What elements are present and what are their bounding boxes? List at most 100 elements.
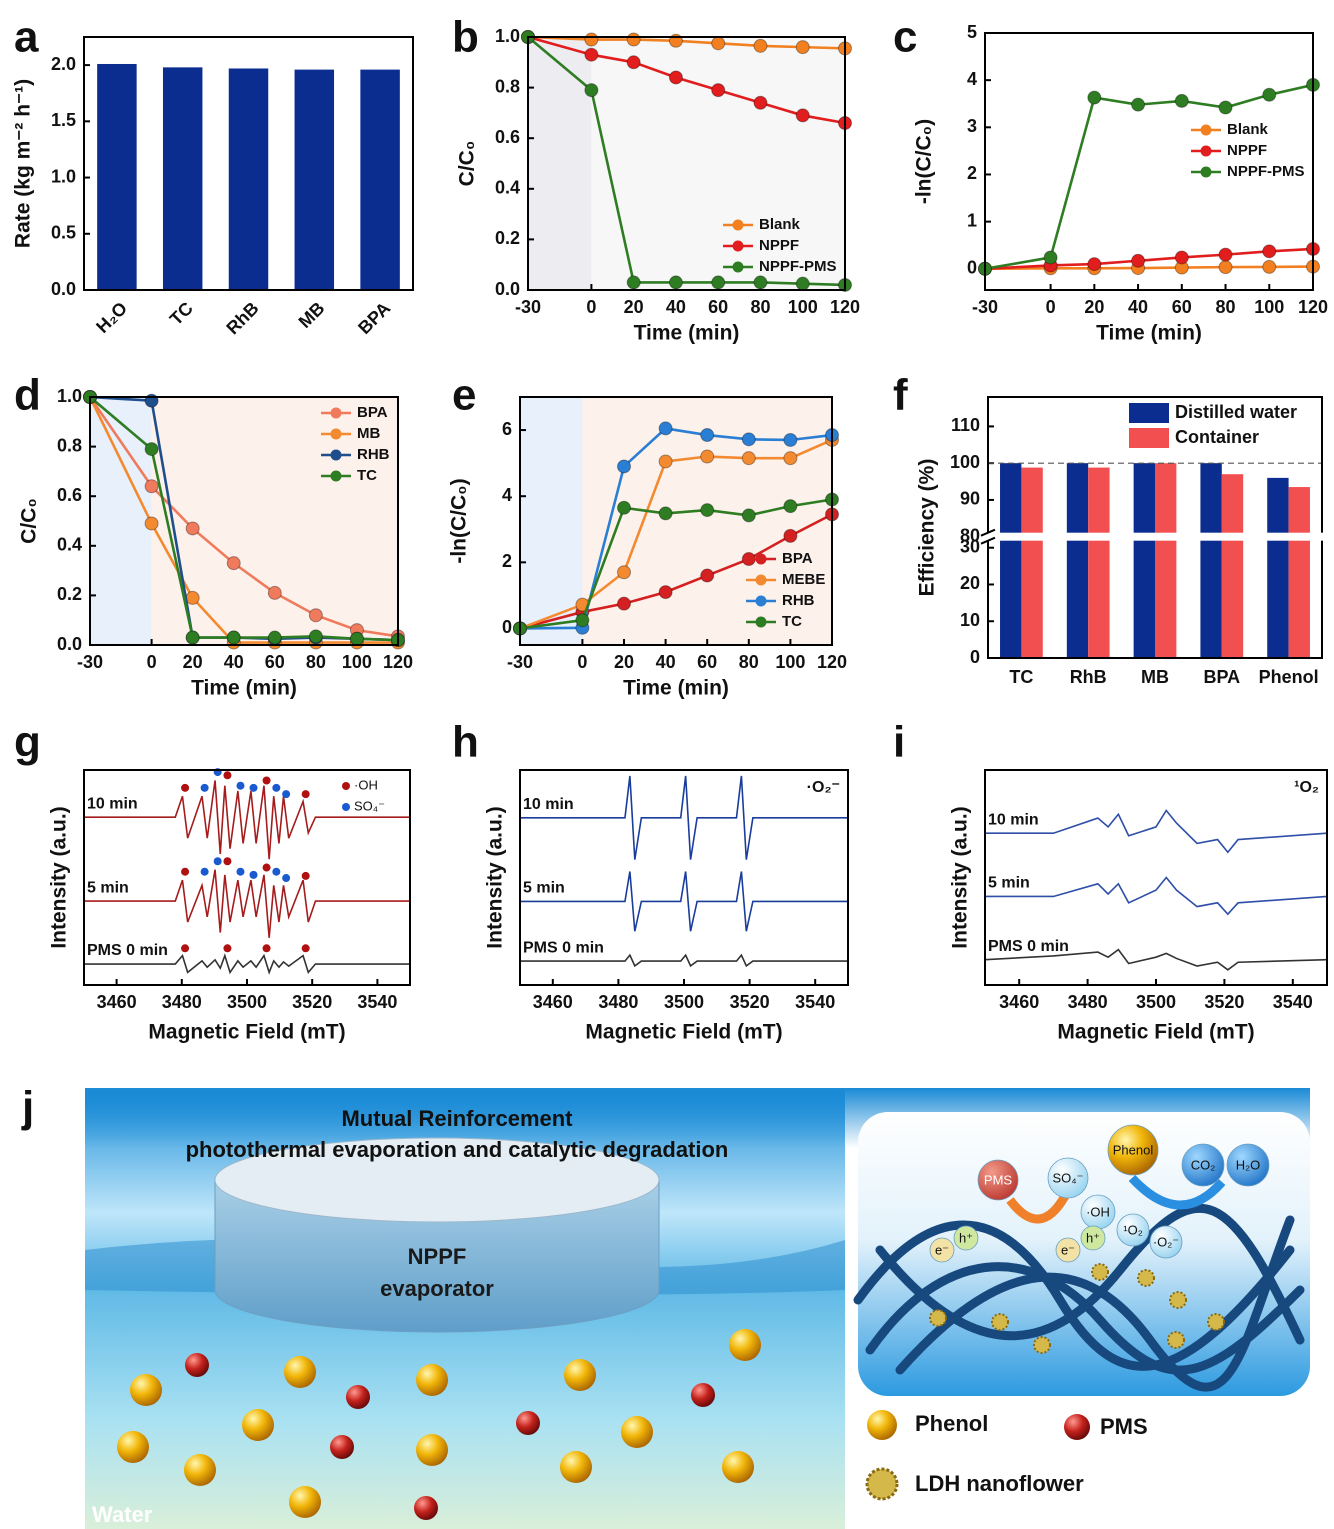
x-axis-title: Time (min) bbox=[634, 322, 740, 345]
panel-label: g bbox=[14, 718, 41, 767]
legend-label: BPA bbox=[357, 404, 388, 421]
legend-marker bbox=[756, 596, 767, 607]
x-tick-label: 20 bbox=[183, 652, 203, 672]
bar bbox=[229, 68, 268, 290]
y-tick-label: 0.2 bbox=[495, 228, 520, 248]
peak-marker bbox=[181, 784, 189, 792]
pms-ball bbox=[185, 1353, 209, 1377]
data-point bbox=[712, 37, 725, 50]
y-tick-label: 0.6 bbox=[57, 485, 82, 505]
data-point bbox=[186, 631, 199, 644]
y-tick-label: 0.5 bbox=[51, 223, 76, 243]
data-point bbox=[742, 452, 755, 465]
species-label: SO₄⁻ bbox=[1053, 1170, 1084, 1185]
x-tick-label: 60 bbox=[708, 297, 728, 317]
trace-label: 10 min bbox=[523, 796, 574, 813]
y-axis-title: Intensity (a.u.) bbox=[484, 806, 507, 948]
x-tick-label: 3460 bbox=[999, 992, 1039, 1012]
data-point bbox=[784, 500, 797, 513]
species-label: ·OH bbox=[1086, 1204, 1110, 1219]
phenol-ball bbox=[284, 1356, 316, 1388]
data-point bbox=[227, 631, 240, 644]
spectrum-trace bbox=[520, 776, 848, 860]
x-tick-label: 20 bbox=[1084, 297, 1104, 317]
x-axis-title: Time (min) bbox=[191, 677, 297, 700]
spectrum-trace bbox=[520, 955, 848, 966]
x-tick-label: 40 bbox=[656, 652, 676, 672]
panel-g: g34603480350035203540Magnetic Field (mT)… bbox=[14, 718, 410, 1044]
legend-marker bbox=[342, 782, 350, 790]
peak-marker bbox=[282, 790, 290, 798]
evaporator-disk bbox=[215, 1138, 659, 1332]
ldh-nanoflower bbox=[1170, 1292, 1186, 1308]
data-point bbox=[1219, 248, 1232, 261]
data-point bbox=[618, 501, 631, 514]
data-point bbox=[701, 450, 714, 463]
data-point bbox=[627, 276, 640, 289]
data-point bbox=[1132, 98, 1145, 111]
spectrum-trace bbox=[84, 870, 410, 938]
y-tick-label: 0.2 bbox=[57, 584, 82, 604]
legend-label: LDH nanoflower bbox=[915, 1471, 1084, 1496]
data-point bbox=[659, 586, 672, 599]
pms-ball bbox=[346, 1385, 370, 1409]
x-tick-label: Phenol bbox=[1259, 667, 1319, 687]
x-tick-label: RhB bbox=[222, 298, 262, 338]
legend-label: NPPF-PMS bbox=[759, 258, 837, 275]
legend-marker bbox=[331, 450, 342, 461]
y-tick-label: 0.8 bbox=[57, 435, 82, 455]
phenol-ball bbox=[621, 1416, 653, 1448]
legend-marker bbox=[331, 408, 342, 419]
data-point bbox=[186, 522, 199, 535]
y-tick-label: 2 bbox=[967, 163, 977, 183]
y-tick-label: 0.0 bbox=[57, 634, 82, 654]
x-tick-label: BPA bbox=[354, 298, 394, 338]
x-tick-label: 3540 bbox=[1273, 992, 1313, 1012]
legend-marker bbox=[1201, 146, 1212, 157]
panel-b: b0.00.20.40.60.81.0-30020406080100120Tim… bbox=[452, 13, 860, 345]
y-axis-title: -ln(C/C₀) bbox=[913, 119, 936, 204]
ldh-nanoflower bbox=[1034, 1337, 1050, 1353]
peak-marker bbox=[250, 784, 258, 792]
data-point bbox=[268, 586, 281, 599]
peak-marker bbox=[302, 872, 310, 880]
spectrum-trace bbox=[985, 878, 1327, 915]
page: {"chart_data": [ {"panel": "a", "type": … bbox=[0, 0, 1334, 1529]
data-point bbox=[1132, 254, 1145, 267]
panel-h: h34603480350035203540Magnetic Field (mT)… bbox=[452, 718, 848, 1044]
x-tick-label: 100 bbox=[1254, 297, 1284, 317]
legend-marker bbox=[756, 575, 767, 586]
legend-pms-icon bbox=[1064, 1414, 1090, 1440]
trace-label: PMS 0 min bbox=[87, 942, 168, 959]
y-tick-label: 0.4 bbox=[495, 178, 520, 198]
x-tick-label: 40 bbox=[666, 297, 686, 317]
legend-swatch bbox=[1129, 428, 1169, 448]
legend-label: SO₄⁻ bbox=[354, 798, 385, 813]
peak-marker bbox=[263, 776, 271, 784]
phenol-ball bbox=[560, 1451, 592, 1483]
y-tick-label: 0 bbox=[970, 647, 980, 667]
peak-marker bbox=[263, 944, 271, 952]
trace-label: 5 min bbox=[523, 880, 565, 897]
data-point bbox=[1219, 101, 1232, 114]
y-tick-label: 0 bbox=[502, 617, 512, 637]
x-tick-label: 20 bbox=[614, 652, 634, 672]
species-label: H₂O bbox=[1236, 1157, 1261, 1172]
x-tick-label: -30 bbox=[507, 652, 533, 672]
data-point bbox=[796, 109, 809, 122]
data-point bbox=[659, 507, 672, 520]
peak-marker bbox=[223, 857, 231, 865]
y-tick-label: 1.0 bbox=[57, 386, 82, 406]
panel-label: f bbox=[893, 371, 908, 420]
legend-marker bbox=[331, 471, 342, 482]
bar bbox=[1000, 463, 1021, 658]
panel-e: e0246-30020406080100120Time (min)-ln(C/C… bbox=[448, 371, 847, 700]
data-point bbox=[754, 276, 767, 289]
x-tick-label: 0 bbox=[577, 652, 587, 672]
y-tick-label: 0.4 bbox=[57, 535, 82, 555]
phenol-ball bbox=[242, 1409, 274, 1441]
shade-region bbox=[591, 37, 845, 290]
panel-label: a bbox=[14, 13, 39, 62]
